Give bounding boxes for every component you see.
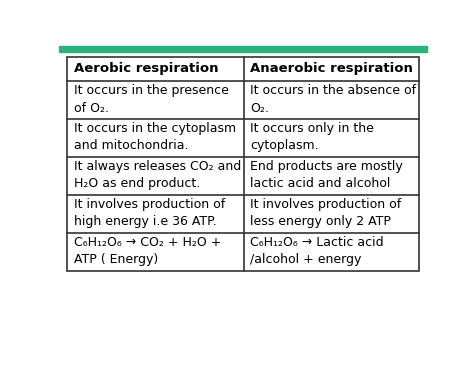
- Text: C₆H₁₂O₆ → Lactic acid
/alcohol + energy: C₆H₁₂O₆ → Lactic acid /alcohol + energy: [250, 236, 384, 266]
- Bar: [59, 46, 427, 52]
- Text: It always releases CO₂ and
H₂O as end product.: It always releases CO₂ and H₂O as end pr…: [74, 160, 241, 190]
- Text: It involves production of
high energy i.e 36 ATP.: It involves production of high energy i.…: [74, 198, 225, 229]
- Bar: [67, 57, 419, 271]
- Text: C₆H₁₂O₆ → CO₂ + H₂O +
ATP ( Energy): C₆H₁₂O₆ → CO₂ + H₂O + ATP ( Energy): [74, 236, 221, 266]
- Text: Anaerobic respiration: Anaerobic respiration: [250, 63, 413, 75]
- Text: It occurs in the presence
of O₂.: It occurs in the presence of O₂.: [74, 84, 229, 115]
- Text: It occurs in the cytoplasm
and mitochondria.: It occurs in the cytoplasm and mitochond…: [74, 122, 236, 152]
- Text: It involves production of
less energy only 2 ATP: It involves production of less energy on…: [250, 198, 401, 229]
- Text: End products are mostly
lactic acid and alcohol: End products are mostly lactic acid and …: [250, 160, 403, 190]
- Text: It occurs only in the
cytoplasm.: It occurs only in the cytoplasm.: [250, 122, 374, 152]
- Text: Aerobic respiration: Aerobic respiration: [74, 63, 219, 75]
- Text: It occurs in the absence of
O₂.: It occurs in the absence of O₂.: [250, 84, 416, 115]
